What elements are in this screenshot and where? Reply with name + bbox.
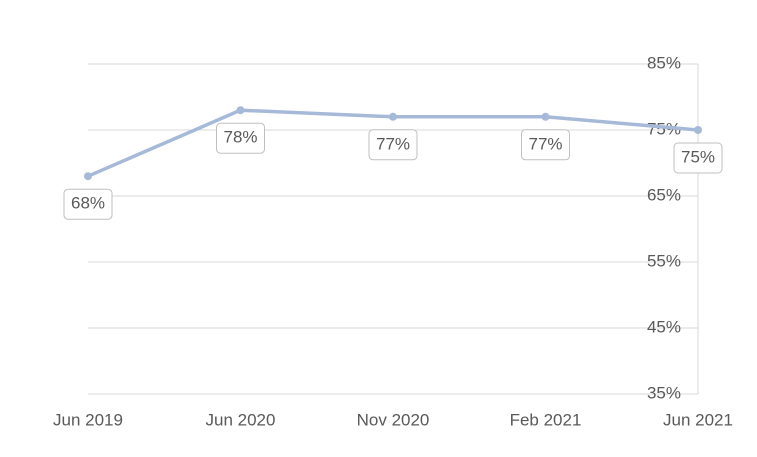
y-tick-label: 55% (647, 251, 681, 270)
y-tick-label: 45% (647, 317, 681, 336)
point (84, 172, 92, 181)
data-label-box (216, 122, 265, 154)
data-label-box (673, 142, 723, 174)
y-tick-label: 35% (647, 383, 681, 402)
data-label: 77% (376, 134, 410, 153)
data-label: 78% (223, 128, 257, 147)
x-tick-label: Jun 2019 (53, 410, 123, 429)
x-tick-label: Nov 2020 (357, 410, 430, 429)
data-label-box (368, 129, 418, 161)
point (694, 126, 702, 134)
x-tick-label: Jun 2021 (663, 410, 733, 429)
data-label: 75% (681, 147, 715, 166)
data-label: 77% (528, 134, 562, 153)
data-label: 68% (71, 194, 105, 213)
data-label-box (63, 188, 113, 220)
x-tick-label: Feb 2021 (510, 410, 582, 429)
y-tick-label: 75% (647, 119, 681, 138)
y-tick-label: 65% (647, 185, 681, 204)
y-tick-label: 85% (647, 53, 681, 72)
x-tick-label: Jun 2020 (206, 410, 276, 429)
point (236, 106, 245, 115)
data-label-box (521, 129, 570, 161)
point (389, 112, 397, 121)
point (541, 112, 550, 121)
